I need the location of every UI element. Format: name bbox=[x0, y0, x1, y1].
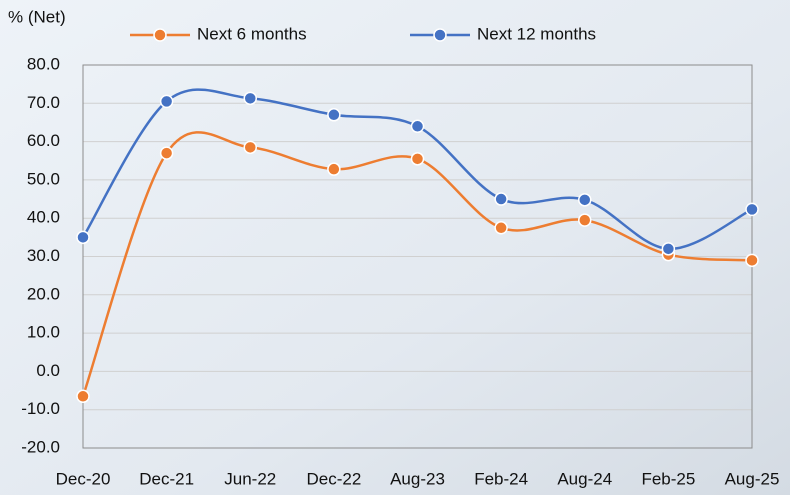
legend-label: Next 6 months bbox=[197, 24, 307, 43]
y-tick-label: -10.0 bbox=[21, 399, 60, 418]
data-point bbox=[159, 94, 174, 109]
x-tick-label: Aug-25 bbox=[725, 469, 780, 488]
y-tick-label: 80.0 bbox=[27, 54, 60, 73]
y-tick-label: 70.0 bbox=[27, 93, 60, 112]
legend-label: Next 12 months bbox=[477, 24, 596, 43]
data-point bbox=[578, 213, 592, 227]
legend-marker bbox=[433, 28, 447, 42]
data-point bbox=[76, 230, 90, 245]
y-tick-label: -20.0 bbox=[21, 437, 60, 456]
data-point bbox=[410, 152, 425, 166]
x-tick-label: Jun-22 bbox=[224, 469, 276, 488]
y-tick-label: 0.0 bbox=[36, 361, 60, 380]
y-tick-label: 10.0 bbox=[27, 323, 60, 342]
y-axis-label: % (Net) bbox=[8, 7, 66, 26]
data-point bbox=[243, 91, 257, 106]
data-point bbox=[327, 108, 341, 122]
data-point bbox=[76, 389, 90, 404]
x-tick-label: Aug-24 bbox=[557, 469, 612, 488]
data-point bbox=[494, 192, 508, 206]
data-point bbox=[661, 242, 676, 256]
data-point bbox=[745, 253, 759, 268]
x-tick-label: Dec-22 bbox=[306, 469, 361, 488]
y-tick-label: 20.0 bbox=[27, 284, 60, 303]
x-tick-label: Feb-25 bbox=[641, 469, 695, 488]
y-tick-label: 50.0 bbox=[27, 169, 60, 188]
y-tick-label: 60.0 bbox=[27, 131, 60, 150]
x-tick-label: Aug-23 bbox=[390, 469, 445, 488]
x-tick-label: Dec-20 bbox=[56, 469, 111, 488]
data-point bbox=[745, 202, 759, 217]
y-tick-label: 40.0 bbox=[27, 208, 60, 227]
data-point bbox=[410, 119, 425, 134]
data-point bbox=[159, 146, 174, 160]
data-point bbox=[327, 162, 341, 176]
x-tick-label: Feb-24 bbox=[474, 469, 528, 488]
x-tick-label: Dec-21 bbox=[139, 469, 194, 488]
data-point bbox=[494, 221, 508, 235]
data-point bbox=[243, 140, 257, 155]
y-tick-label: 30.0 bbox=[27, 246, 60, 265]
data-point bbox=[578, 193, 592, 207]
legend-marker bbox=[153, 28, 167, 42]
